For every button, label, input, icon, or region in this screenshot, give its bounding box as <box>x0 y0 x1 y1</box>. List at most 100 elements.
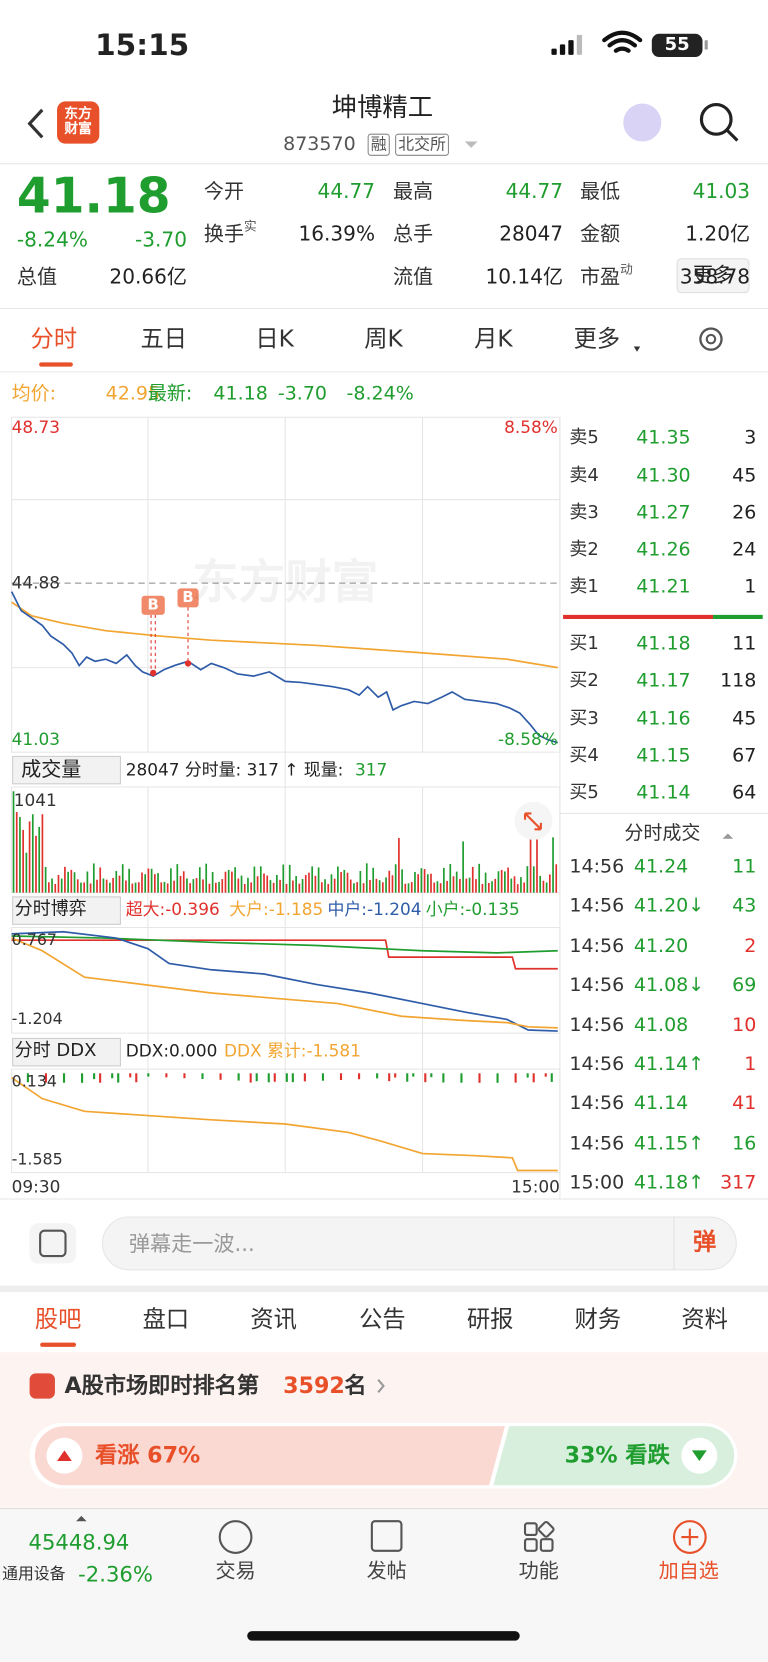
game-item: 超大:-0.396 <box>125 898 220 920</box>
volume-bar <box>247 877 249 893</box>
chart-tab[interactable]: 月K <box>474 326 513 353</box>
content-tab[interactable]: 盘口 <box>142 1306 190 1334</box>
trade-price: 41.20 <box>633 934 689 957</box>
stat-label: 金额 <box>579 222 621 246</box>
trade-time: 14:56 <box>569 974 625 997</box>
book-price: 41.26 <box>636 538 691 561</box>
volume-bar <box>462 841 464 893</box>
vote-down[interactable]: 33% 看跌 <box>564 1442 670 1468</box>
comment-input[interactable] <box>101 1216 737 1271</box>
volume-bar <box>423 869 426 893</box>
post-icon[interactable] <box>370 1520 403 1552</box>
content-tab[interactable]: 财务 <box>574 1306 622 1334</box>
nav-item[interactable]: 交易 <box>215 1559 256 1584</box>
book-price: 41.27 <box>636 501 691 524</box>
volume-bar <box>353 883 355 893</box>
avg-label: 均价: <box>11 382 57 405</box>
volume-bar <box>134 882 137 893</box>
settings-icon-core <box>705 333 717 345</box>
content-tab[interactable]: 股吧 <box>34 1306 82 1334</box>
volume-bar <box>48 882 50 893</box>
volume-current: 317 <box>354 759 388 780</box>
content-tab[interactable]: 公告 <box>359 1306 406 1334</box>
tag: 融 <box>367 133 390 156</box>
logo: 东方财富 <box>64 106 92 138</box>
volume-bar <box>99 867 102 893</box>
chart-tab[interactable]: 周K <box>364 326 403 353</box>
marker-badge <box>177 588 199 608</box>
vote-up[interactable]: 看涨 67% <box>95 1442 201 1468</box>
volume-bar <box>504 871 506 893</box>
panel-selector[interactable]: 分时 DDX <box>14 1040 97 1062</box>
panel-selector[interactable]: 分时博弈 <box>14 898 87 920</box>
content-tab[interactable]: 资料 <box>681 1306 728 1334</box>
nav-item[interactable]: 功能 <box>518 1559 559 1584</box>
chart-tab[interactable]: 分时 <box>30 326 78 353</box>
volume-bar <box>102 878 105 893</box>
ddx-bar <box>358 1073 361 1080</box>
time-label: 15:00 <box>511 1176 560 1197</box>
content-tab[interactable]: 资讯 <box>250 1306 297 1334</box>
ddx-bar <box>249 1073 252 1083</box>
volume-bar <box>211 872 214 893</box>
nav-item[interactable]: 发帖 <box>366 1559 407 1584</box>
book-label: 卖1 <box>569 576 599 598</box>
stat-superscript: 动 <box>620 261 633 277</box>
stat-value: 44.77 <box>505 180 564 204</box>
trade-time: 14:56 <box>569 855 625 878</box>
more-button[interactable]: 更多 <box>692 263 734 287</box>
volume-bar <box>359 870 362 893</box>
ddx-bar <box>460 1073 463 1083</box>
volume-bar <box>57 874 60 893</box>
danmaku-button[interactable]: 弹 <box>692 1229 717 1257</box>
function-icon[interactable] <box>523 1520 555 1552</box>
expand-icon <box>523 812 542 831</box>
content-tab[interactable]: 研报 <box>466 1306 514 1334</box>
vote-down-bar[interactable] <box>493 1426 735 1486</box>
trade-icon[interactable] <box>218 1520 253 1554</box>
volume-bar <box>118 875 121 893</box>
panel-selector[interactable]: 成交量 <box>21 757 82 782</box>
volume-bar <box>256 876 259 893</box>
volume-bar <box>240 875 243 893</box>
volume-bar <box>327 883 330 893</box>
signal <box>551 34 583 55</box>
chart-tab[interactable]: 五日 <box>140 326 187 353</box>
volume-bar <box>304 874 307 893</box>
vote-up-bar[interactable] <box>34 1426 505 1486</box>
ddx-bar <box>285 1073 288 1082</box>
volume-bar <box>420 868 423 893</box>
volume-bar <box>70 869 73 893</box>
comment-placeholder[interactable]: 弹幕走一波... <box>128 1230 255 1257</box>
trade-price: 41.18↑ <box>633 1171 705 1194</box>
trade-price: 41.08↓ <box>633 974 705 997</box>
nav-item[interactable]: 加自选 <box>658 1559 719 1584</box>
mid-line <box>11 930 558 1032</box>
volume-bar <box>163 881 166 893</box>
ddx-bar <box>219 1073 222 1080</box>
volume-bar <box>92 863 95 893</box>
tag: 北交所 <box>395 133 449 156</box>
volume-bar <box>343 869 346 893</box>
volume-bar <box>391 875 394 893</box>
chart-tab[interactable]: 日K <box>255 326 294 353</box>
volume-bar <box>439 883 442 893</box>
volume-bar <box>31 814 34 893</box>
book-volume: 3 <box>744 426 757 449</box>
logo-bg <box>57 101 100 144</box>
add-watchlist-icon[interactable] <box>672 1520 707 1554</box>
volume-bar <box>150 868 153 893</box>
book-price: 41.18 <box>636 632 691 655</box>
volume-bar <box>484 872 487 893</box>
last-price: 41.18 <box>16 166 171 224</box>
volume-bar <box>487 882 490 893</box>
book-volume: 24 <box>732 538 757 561</box>
volume-bar <box>269 880 272 893</box>
book-volume: 67 <box>732 744 757 767</box>
rank-suffix: 名 <box>344 1372 367 1399</box>
volume-bar <box>301 878 304 893</box>
volume-bar <box>112 877 114 893</box>
volume-bar <box>414 871 416 893</box>
chart-tab[interactable]: 更多 <box>573 326 621 353</box>
